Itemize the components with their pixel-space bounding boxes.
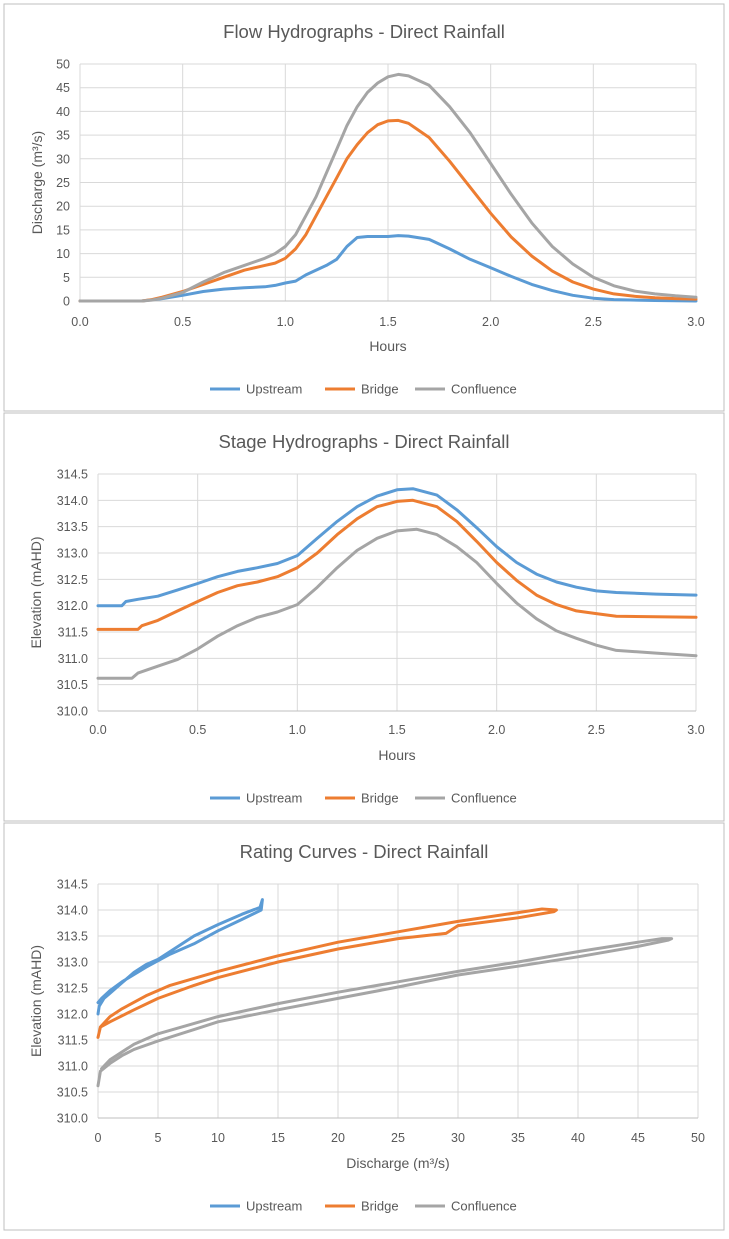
y-tick-label: 314.0 xyxy=(57,494,88,508)
x-tick-label: 1.0 xyxy=(277,315,294,329)
y-axis-title: Elevation (mAHD) xyxy=(28,536,44,648)
y-tick-label: 310.5 xyxy=(57,678,88,692)
series-line-bridge xyxy=(96,498,698,631)
chart-legend: Upstream Bridge Confluence xyxy=(210,1199,517,1214)
x-tick-label: 3.0 xyxy=(687,723,704,737)
chart-title: Flow Hydrographs - Direct Rainfall xyxy=(223,21,505,42)
chart-title: Rating Curves - Direct Rainfall xyxy=(240,841,489,862)
chart-legend: Upstream Bridge Confluence xyxy=(210,791,517,806)
x-tick-label: 25 xyxy=(391,1131,405,1145)
series-line-upstream xyxy=(96,487,698,608)
x-tick-label: 30 xyxy=(451,1131,465,1145)
x-tick-label: 0.5 xyxy=(189,723,206,737)
x-tick-label: 50 xyxy=(691,1131,705,1145)
x-tick-label: 5 xyxy=(155,1131,162,1145)
y-tick-label: 314.0 xyxy=(57,904,88,918)
chart-title: Stage Hydrographs - Direct Rainfall xyxy=(219,431,510,452)
y-tick-label: 313.5 xyxy=(57,930,88,944)
chart-frame xyxy=(3,412,725,822)
legend-label-bridge: Bridge xyxy=(361,1199,399,1214)
y-tick-label: 313.0 xyxy=(57,956,88,970)
y-axis-title: Discharge (m³/s) xyxy=(29,131,45,234)
x-tick-label: 20 xyxy=(331,1131,345,1145)
x-tick-label: 0.0 xyxy=(89,723,106,737)
y-tick-label: 45 xyxy=(56,81,70,95)
x-tick-label: 0.5 xyxy=(174,315,191,329)
x-tick-label: 1.0 xyxy=(289,723,306,737)
y-tick-label: 10 xyxy=(56,247,70,261)
x-tick-label: 45 xyxy=(631,1131,645,1145)
y-tick-label: 25 xyxy=(56,176,70,190)
y-tick-label: 311.0 xyxy=(58,1060,88,1074)
x-axis-title: Hours xyxy=(378,747,415,763)
series-line-upstream xyxy=(96,898,264,1016)
y-tick-label: 312.5 xyxy=(57,982,88,996)
legend-label-confluence: Confluence xyxy=(451,382,517,397)
x-tick-label: 1.5 xyxy=(379,315,396,329)
x-tick-label: 3.0 xyxy=(687,315,704,329)
y-tick-label: 5 xyxy=(63,271,70,285)
legend-label-confluence: Confluence xyxy=(451,791,517,806)
y-tick-label: 310.0 xyxy=(57,705,88,719)
y-tick-label: 310.0 xyxy=(57,1112,88,1126)
series-line-confluence xyxy=(96,937,674,1088)
x-tick-label: 2.0 xyxy=(488,723,505,737)
chart-legend: Upstream Bridge Confluence xyxy=(210,382,517,397)
x-tick-label: 0 xyxy=(95,1131,102,1145)
y-axis-title: Elevation (mAHD) xyxy=(28,945,44,1057)
y-tick-label: 314.5 xyxy=(57,878,88,892)
y-tick-label: 312.5 xyxy=(57,573,88,587)
series-line-bridge xyxy=(78,118,698,303)
y-tick-label: 314.5 xyxy=(57,468,88,482)
chart-frame xyxy=(3,3,725,412)
x-tick-label: 35 xyxy=(511,1131,525,1145)
chart-panel-2: Stage Hydrographs - Direct Rainfall 310.0… xyxy=(3,412,725,822)
legend-label-bridge: Bridge xyxy=(361,382,399,397)
y-tick-label: 20 xyxy=(56,200,70,214)
chart-frame xyxy=(3,822,725,1231)
series-line-upstream xyxy=(78,234,698,303)
x-tick-label: 40 xyxy=(571,1131,585,1145)
legend-label-upstream: Upstream xyxy=(246,1199,302,1214)
x-tick-label: 0.0 xyxy=(71,315,88,329)
x-tick-label: 2.5 xyxy=(585,315,602,329)
y-tick-label: 312.0 xyxy=(57,1008,88,1022)
legend-label-upstream: Upstream xyxy=(246,791,302,806)
y-tick-label: 310.5 xyxy=(57,1086,88,1100)
legend-label-confluence: Confluence xyxy=(451,1199,517,1214)
x-axis-title: Discharge (m³/s) xyxy=(346,1155,449,1171)
x-tick-label: 15 xyxy=(271,1131,285,1145)
legend-label-bridge: Bridge xyxy=(361,791,399,806)
y-tick-label: 35 xyxy=(56,129,70,143)
y-tick-label: 50 xyxy=(56,58,70,72)
x-tick-label: 2.5 xyxy=(588,723,605,737)
y-tick-label: 311.0 xyxy=(58,652,88,666)
y-tick-label: 312.0 xyxy=(57,599,88,613)
series-line-confluence xyxy=(78,72,698,303)
y-tick-label: 0 xyxy=(63,295,70,309)
legend-label-upstream: Upstream xyxy=(246,382,302,397)
y-tick-label: 30 xyxy=(56,152,70,166)
chart-panel-1: Flow Hydrographs - Direct Rainfall 0 5 10 15… xyxy=(3,3,725,412)
series-line-confluence xyxy=(96,527,698,680)
x-tick-label: 10 xyxy=(211,1131,225,1145)
y-tick-label: 40 xyxy=(56,105,70,119)
chart-panel-3: Rating Curves - Direct Rainfall 310.0 310.… xyxy=(3,822,725,1231)
y-tick-label: 311.5 xyxy=(58,626,88,640)
y-tick-label: 313.0 xyxy=(57,547,88,561)
y-tick-label: 311.5 xyxy=(58,1034,88,1048)
x-tick-label: 2.0 xyxy=(482,315,499,329)
series-line-bridge xyxy=(96,907,558,1039)
x-axis-title: Hours xyxy=(369,338,406,354)
x-tick-label: 1.5 xyxy=(388,723,405,737)
y-tick-label: 15 xyxy=(56,223,70,237)
y-tick-label: 313.5 xyxy=(57,520,88,534)
